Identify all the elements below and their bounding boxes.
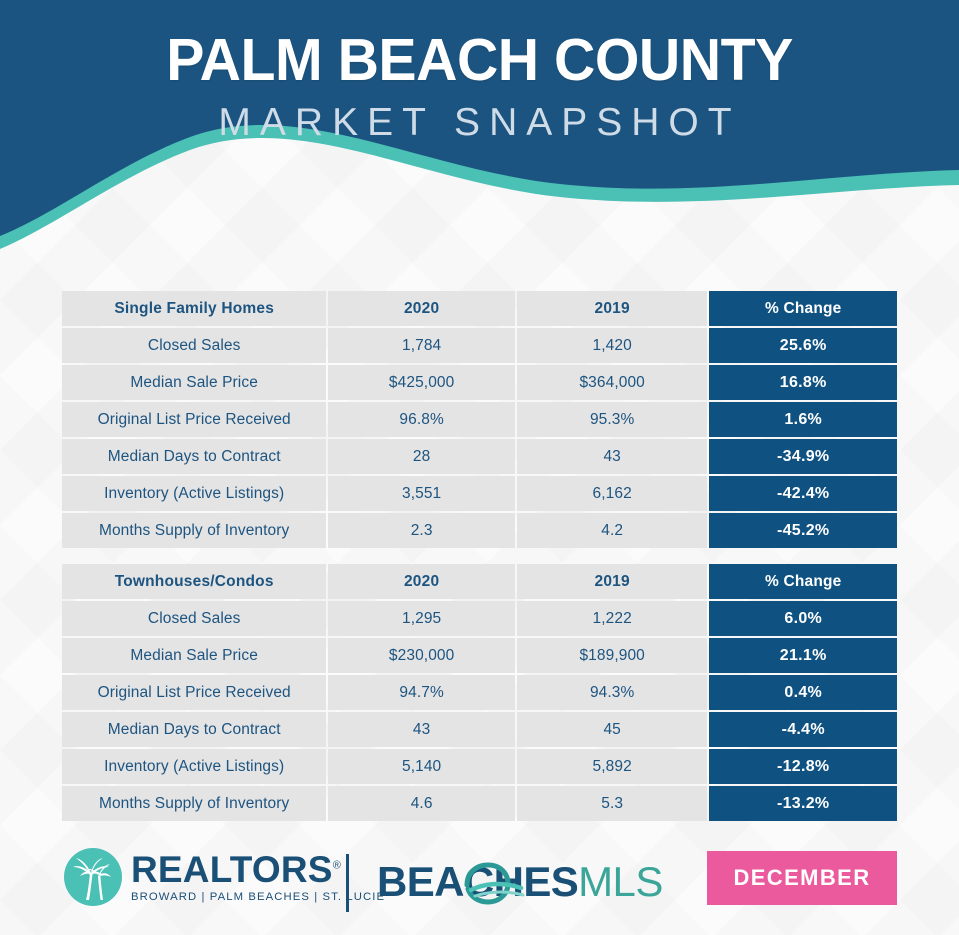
row-label: Inventory (Active Listings) [62,476,327,511]
row-label: Months Supply of Inventory [62,513,327,548]
value-2019: 95.3% [516,402,708,437]
page-title: PALM BEACH COUNTY [166,27,793,93]
value-change: 21.1% [709,638,897,673]
value-2020: 94.7% [328,675,515,710]
value-change: -12.8% [709,749,897,784]
value-change: 6.0% [709,601,897,636]
table-townhouses-condos: Townhouses/Condos 2020 2019 % Change Clo… [62,564,897,821]
navy-wave [0,0,959,236]
month-label: DECEMBER [733,865,871,890]
row-label: Inventory (Active Listings) [62,749,327,784]
value-2019: 6,162 [516,476,708,511]
value-2019: 1,420 [516,328,708,363]
value-2019: $189,900 [516,638,708,673]
realtors-regions-text: BROWARD | PALM BEACHES | ST. LUCIE [131,890,386,903]
table-row: Median Sale Price $425,000 $364,000 16.8… [62,365,897,400]
value-2020: $425,000 [328,365,515,400]
value-2020: 43 [328,712,515,747]
column-header-change: % Change [709,564,897,599]
value-2020: 28 [328,439,515,474]
value-2019: 4.2 [516,513,708,548]
table-row: Median Days to Contract 43 45 -4.4% [62,712,897,747]
table-row: Inventory (Active Listings) 3,551 6,162 … [62,476,897,511]
row-label: Median Sale Price [62,638,327,673]
value-2020: 4.6 [328,786,515,821]
value-2019: 5,892 [516,749,708,784]
footer-divider [346,854,349,912]
row-label: Original List Price Received [62,402,327,437]
column-header-2019: 2019 [516,291,708,326]
row-label: Median Days to Contract [62,439,327,474]
column-header-change: % Change [709,291,897,326]
mls-text: MLS [578,858,663,905]
value-change: 16.8% [709,365,897,400]
column-header-2020: 2020 [328,564,515,599]
value-change: 25.6% [709,328,897,363]
beaches-text: BEACHES [377,858,579,905]
month-badge[interactable]: DECEMBER [707,851,897,905]
column-header-category: Single Family Homes [62,291,327,326]
table-row: Median Days to Contract 28 43 -34.9% [62,439,897,474]
value-2020: 2.3 [328,513,515,548]
value-2020: 1,295 [328,601,515,636]
value-2020: $230,000 [328,638,515,673]
row-label: Closed Sales [62,328,327,363]
value-change: -34.9% [709,439,897,474]
value-change: -42.4% [709,476,897,511]
row-label: Median Sale Price [62,365,327,400]
row-label: Closed Sales [62,601,327,636]
page-subtitle: MARKET SNAPSHOT [218,101,741,144]
table-row: Original List Price Received 96.8% 95.3%… [62,402,897,437]
realtors-logo[interactable]: REALTORS® BROWARD | PALM BEACHES | ST. L… [64,848,385,906]
table-row: Months Supply of Inventory 2.3 4.2 -45.2… [62,513,897,548]
column-header-2020: 2020 [328,291,515,326]
registered-mark-icon: ® [332,859,341,872]
table-single-family-homes: Single Family Homes 2020 2019 % Change C… [62,291,897,548]
row-label: Months Supply of Inventory [62,786,327,821]
table-row: Median Sale Price $230,000 $189,900 21.1… [62,638,897,673]
value-change: -45.2% [709,513,897,548]
value-2019: 45 [516,712,708,747]
footer: REALTORS® BROWARD | PALM BEACHES | ST. L… [0,838,959,935]
header-wave-graphic [0,0,959,249]
table-row: Inventory (Active Listings) 5,140 5,892 … [62,749,897,784]
row-label: Original List Price Received [62,675,327,710]
value-2019: $364,000 [516,365,708,400]
table-row: Months Supply of Inventory 4.6 5.3 -13.2… [62,786,897,821]
table-row: Original List Price Received 94.7% 94.3%… [62,675,897,710]
value-2020: 5,140 [328,749,515,784]
header-banner: PALM BEACH COUNTY MARKET SNAPSHOT [0,0,959,260]
palm-tree-icon [64,848,122,906]
value-2019: 94.3% [516,675,708,710]
column-header-category: Townhouses/Condos [62,564,327,599]
value-change: 1.6% [709,402,897,437]
realtors-name-text: REALTORS [131,848,333,890]
value-2019: 1,222 [516,601,708,636]
value-2020: 1,784 [328,328,515,363]
table-header-row: Single Family Homes 2020 2019 % Change [62,291,897,326]
table-row: Closed Sales 1,784 1,420 25.6% [62,328,897,363]
table-header-row: Townhouses/Condos 2020 2019 % Change [62,564,897,599]
value-change: -4.4% [709,712,897,747]
value-2019: 5.3 [516,786,708,821]
row-label: Median Days to Contract [62,712,327,747]
value-2020: 3,551 [328,476,515,511]
table-row: Closed Sales 1,295 1,222 6.0% [62,601,897,636]
value-2020: 96.8% [328,402,515,437]
realtors-wordmark-text: REALTORS® [131,851,385,888]
column-header-2019: 2019 [516,564,708,599]
beaches-mls-logo[interactable]: BEACHESMLS [377,858,663,905]
value-change: 0.4% [709,675,897,710]
value-2019: 43 [516,439,708,474]
value-change: -13.2% [709,786,897,821]
